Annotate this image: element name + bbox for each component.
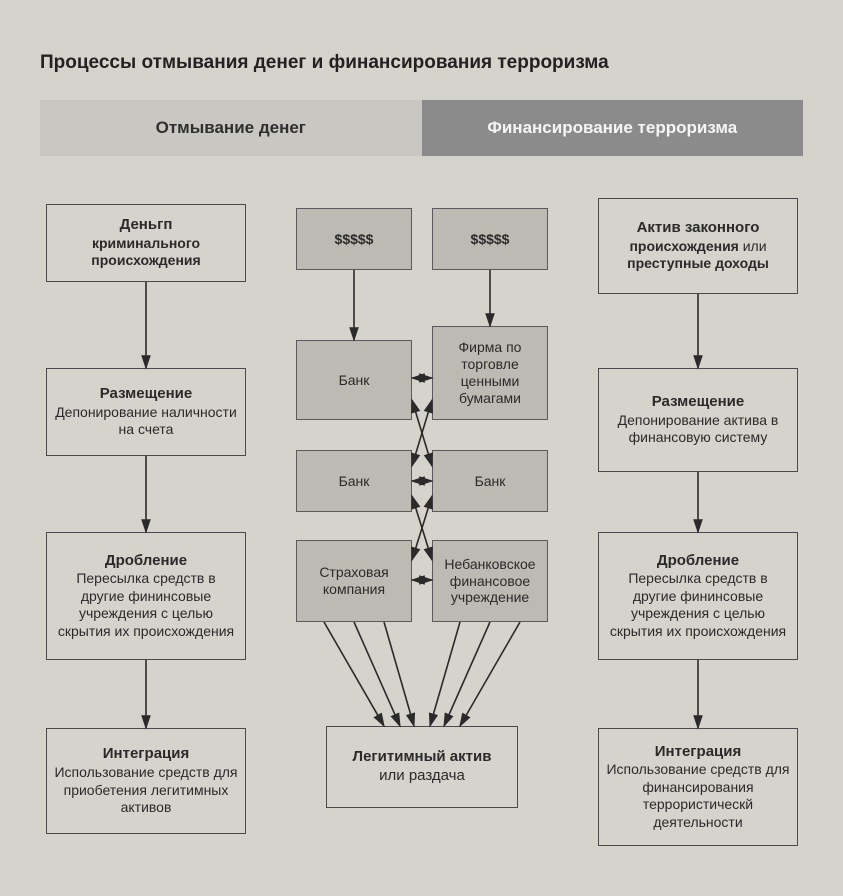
left-source-title: Деньгп	[120, 216, 173, 233]
center-bank-ml: Банк	[296, 450, 412, 512]
left-placement-box: Размещение Депонирование наличности на с…	[46, 368, 246, 456]
right-placement-box: Размещение Депонирование актива в финанс…	[598, 368, 798, 472]
center-bank-tl: Банк	[296, 340, 412, 420]
left-layering-sub: Пересылка средств в другие фининсовые уч…	[53, 570, 239, 640]
right-placement-title: Размещение	[605, 393, 791, 412]
right-layering-title: Дробление	[605, 552, 791, 571]
legit-sub: или раздача	[333, 767, 511, 786]
diagram-canvas: Процессы отмывания денег и финансировани…	[0, 0, 843, 896]
right-integration-box: Интеграция Использование средств для фин…	[598, 728, 798, 846]
left-placement-title: Размещение	[53, 385, 239, 404]
left-integration-box: Интеграция Использование средств для при…	[46, 728, 246, 834]
left-integration-sub: Использование средств для приобетения ле…	[53, 764, 239, 817]
left-integration-title: Интеграция	[53, 745, 239, 764]
right-source-l3: преступные доходы	[605, 255, 791, 273]
header-left: Отмывание денег	[40, 100, 422, 156]
right-layering-box: Дробление Пересылка средств в другие фин…	[598, 532, 798, 660]
right-placement-sub: Депонирование актива в финансовую систем…	[605, 412, 791, 447]
left-layering-title: Дробление	[53, 552, 239, 571]
left-source-box: Деньгп криминального происхождения	[46, 204, 246, 282]
left-placement-sub: Депонирование наличности на счета	[53, 404, 239, 439]
header-right: Финансирование терроризма	[422, 100, 804, 156]
right-source-l1: Актив законного	[637, 219, 760, 236]
header-bar: Отмывание денег Финансирование терроризм…	[40, 100, 803, 156]
center-money-left: $$$$$	[296, 208, 412, 270]
center-bank-mr: Банк	[432, 450, 548, 512]
right-source-l2b: происхождения	[629, 238, 738, 254]
right-integration-sub: Использование средств для финансирования…	[605, 761, 791, 831]
left-source-sub: криминального происхождения	[53, 235, 239, 270]
right-layering-sub: Пересылка средств в другие фининсовые уч…	[605, 570, 791, 640]
center-securities-tr: Фирма по торговле ценными бумагами	[432, 326, 548, 420]
center-nbfi-br: Небанковское финансовое учреждение	[432, 540, 548, 622]
center-insurance-bl: Страховая компания	[296, 540, 412, 622]
page-title: Процессы отмывания денег и финансировани…	[40, 52, 609, 74]
right-integration-title: Интеграция	[605, 743, 791, 762]
legit-asset-box: Легитимный актив или раздача	[326, 726, 518, 808]
right-source-box: Актив законного происхождения или престу…	[598, 198, 798, 294]
legit-title: Легитимный актив	[333, 748, 511, 767]
right-source-l2n: или	[739, 238, 767, 254]
left-layering-box: Дробление Пересылка средств в другие фин…	[46, 532, 246, 660]
center-money-right: $$$$$	[432, 208, 548, 270]
